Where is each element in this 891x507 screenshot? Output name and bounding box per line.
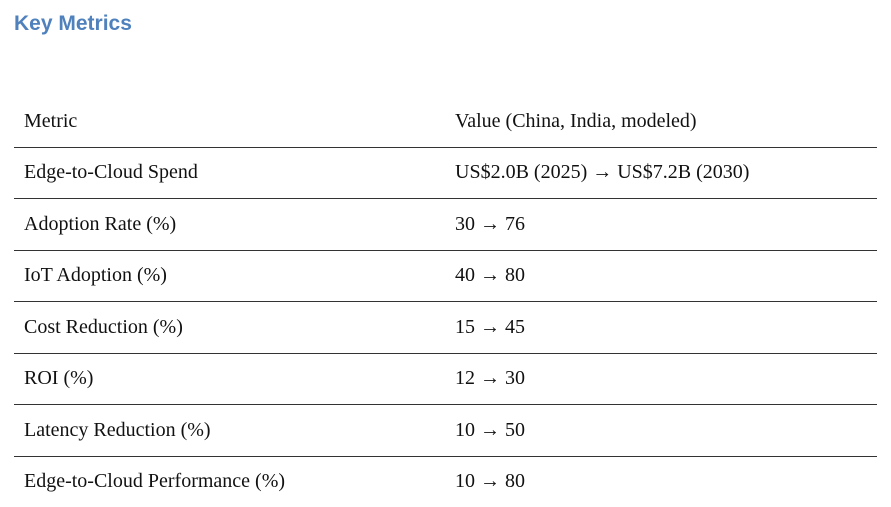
row-cell: 30 → 76: [445, 198, 877, 250]
header-row-cell: Value (China, India, modeled): [455, 109, 697, 132]
row-cell: Edge-to-Cloud Performance (%): [14, 455, 445, 507]
row: Edge-to-Cloud Performance (%) 10 → 80: [14, 455, 877, 507]
row-cell: Adoption Rate (%): [14, 198, 445, 250]
row: Latency Reduction (%) 10 → 50: [14, 404, 877, 456]
row-cell: 15 → 45: [445, 301, 877, 353]
row: Cost Reduction (%) 15 → 45: [14, 301, 877, 353]
row-cell: IoT Adoption (%): [14, 249, 445, 302]
row-cell: Latency Reduction (%): [14, 404, 445, 456]
row-cell: 40 → 80: [445, 249, 877, 302]
row: ROI (%) 12 → 30: [14, 352, 877, 405]
row-cell: Edge-to-Cloud Spend: [14, 146, 445, 199]
row-cell: US$2.0B (2025) → US$7.2B (2030): [445, 146, 877, 199]
row-cell: 10 → 80: [445, 455, 877, 507]
header-row-cell: Metric: [24, 109, 78, 132]
title: Key Metrics: [14, 12, 132, 35]
row: IoT Adoption (%) 40 → 80: [14, 249, 877, 302]
page: {"header":{"title":"Key Metrics"}, "tabl…: [14, 12, 877, 507]
metrics-table: Metric Value (China, India, modeled) Edge-…: [14, 96, 877, 507]
header-row: Metric Value (China, India, modeled): [14, 96, 877, 147]
row-cell: 12 → 30: [445, 352, 877, 405]
row-cell: 10 → 50: [445, 404, 877, 456]
row: Adoption Rate (%) 30 → 76: [14, 198, 877, 250]
row: Edge-to-Cloud Spend US$2.0B (2025) → US$7…: [14, 146, 877, 199]
row-cell: Cost Reduction (%): [14, 301, 445, 353]
row-cell: ROI (%): [14, 352, 445, 405]
